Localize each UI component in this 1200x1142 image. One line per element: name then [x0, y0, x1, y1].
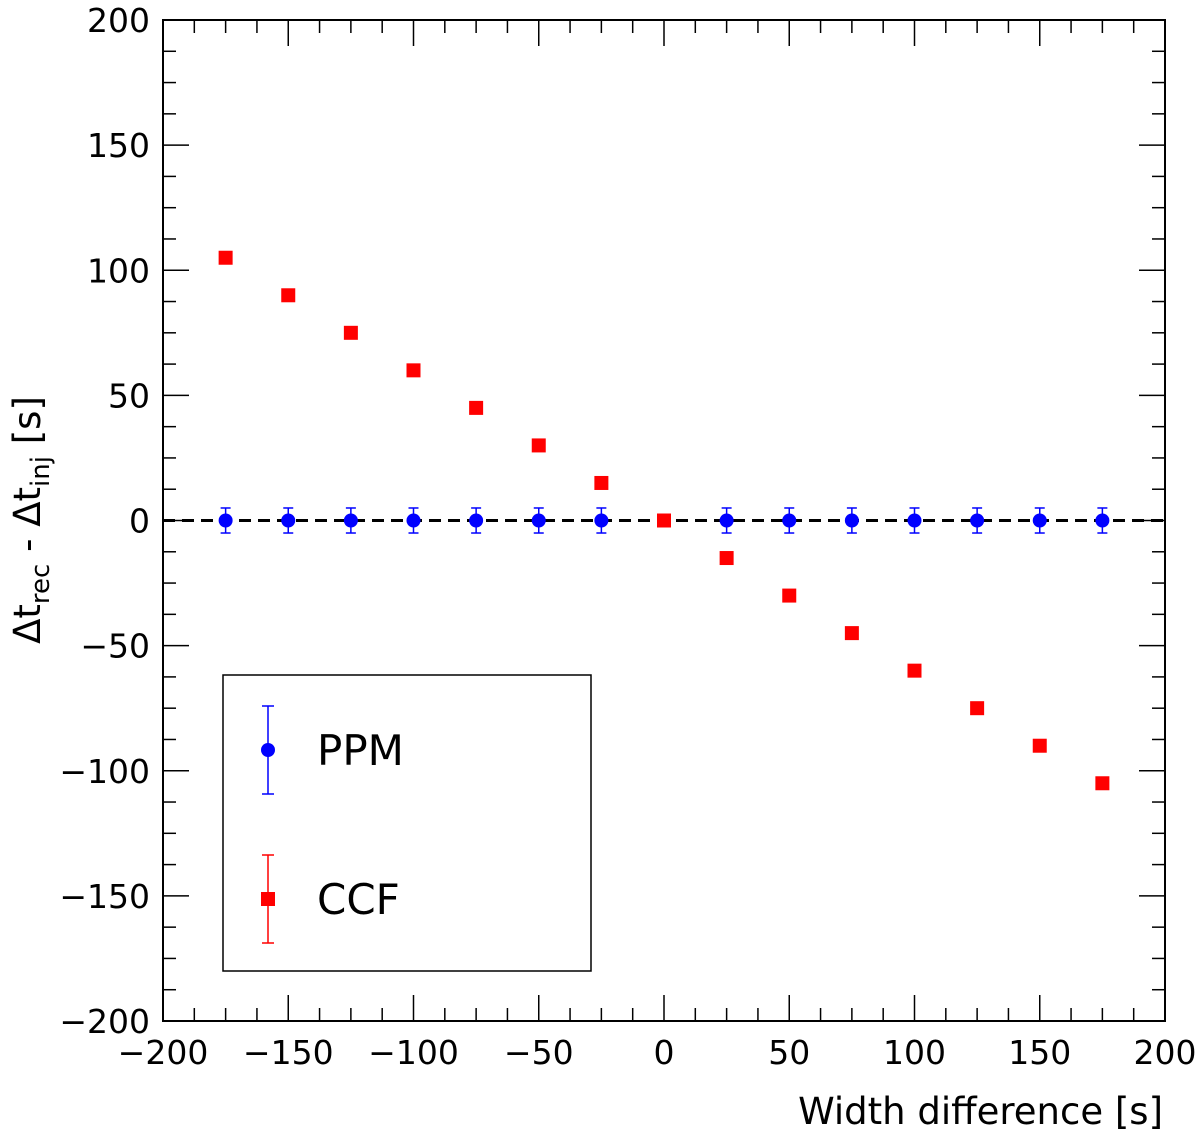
ccf-point [782, 589, 796, 603]
x-tick-label: 100 [883, 1033, 946, 1072]
ccf-point [1033, 739, 1047, 753]
ppm-point [594, 514, 608, 528]
ccf-point [469, 401, 483, 415]
x-tick-label: −50 [504, 1033, 574, 1072]
x-tick-label: 200 [1134, 1033, 1197, 1072]
ppm-point [469, 514, 483, 528]
x-tick-label: 150 [1008, 1033, 1071, 1072]
ppm-point [532, 514, 546, 528]
y-tick-label: 150 [87, 126, 150, 165]
ppm-point [720, 514, 734, 528]
ppm-point [1033, 514, 1047, 528]
x-tick-label: −150 [243, 1033, 334, 1072]
x-tick-label: 50 [768, 1033, 810, 1072]
x-axis-label: Width difference [s] [798, 1090, 1163, 1133]
ccf-point [407, 363, 421, 377]
legend-ccf-marker [261, 892, 275, 906]
ccf-point [532, 438, 546, 452]
y-tick-label: 0 [129, 502, 150, 541]
y-tick-label: 100 [87, 251, 150, 290]
y-tick-label: −150 [59, 877, 150, 916]
y-tick-label: 50 [108, 376, 150, 415]
legend: PPM CCF [223, 675, 591, 971]
ppm-point [344, 514, 358, 528]
ppm-point [219, 514, 233, 528]
ppm-point [908, 514, 922, 528]
ccf-point [1095, 776, 1109, 790]
y-tick-label: −200 [59, 1002, 150, 1041]
ppm-point [845, 514, 859, 528]
ccf-point [908, 664, 922, 678]
ccf-point [344, 326, 358, 340]
ppm-point [970, 514, 984, 528]
y-tick-label: 200 [87, 1, 150, 40]
ccf-point [281, 288, 295, 302]
ppm-point [1095, 514, 1109, 528]
legend-frame [223, 675, 591, 971]
ccf-point [720, 551, 734, 565]
legend-ppm-marker [261, 743, 275, 757]
ppm-point [782, 514, 796, 528]
ccf-point [845, 626, 859, 640]
ccf-point [594, 476, 608, 490]
legend-ppm-label: PPM [317, 726, 404, 775]
x-tick-label: 0 [654, 1033, 675, 1072]
y-tick-label: −100 [59, 752, 150, 791]
ccf-point [970, 701, 984, 715]
x-tick-label: −100 [368, 1033, 459, 1072]
y-axis-label: Δtrec - Δtinj [s] [6, 396, 56, 644]
y-tick-label: −50 [80, 627, 150, 666]
ccf-point [657, 514, 671, 528]
ppm-point [281, 514, 295, 528]
ccf-point [219, 251, 233, 265]
legend-ccf-label: CCF [317, 875, 400, 924]
ppm-point [407, 514, 421, 528]
